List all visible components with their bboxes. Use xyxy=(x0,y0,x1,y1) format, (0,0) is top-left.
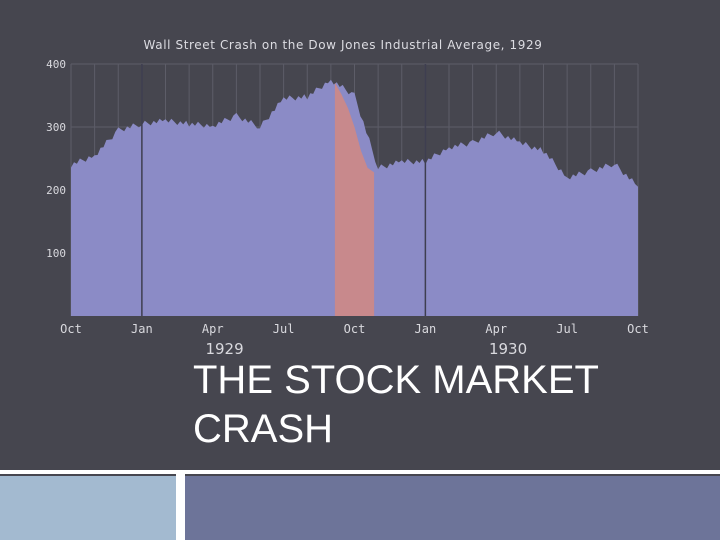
x-tick-label-6: Apr xyxy=(485,322,507,336)
footer-right-block xyxy=(185,476,720,540)
year-labels: 1929 1930 xyxy=(205,340,527,358)
x-tick-label-1: Jan xyxy=(131,322,153,336)
x-tick-label-2: Apr xyxy=(202,322,224,336)
crash-highlight xyxy=(334,82,375,317)
chart-svg: Wall Street Crash on the Dow Jones Indus… xyxy=(46,38,649,358)
y-tick-label-1: 200 xyxy=(46,184,66,197)
x-tick-label-5: Jan xyxy=(415,322,437,336)
y-tick-label-0: 100 xyxy=(46,247,66,260)
area-layer xyxy=(71,64,638,317)
footer-gap xyxy=(176,474,185,540)
year-label-1930: 1930 xyxy=(489,340,527,358)
slide-title-line-1: THE STOCK MARKET xyxy=(193,358,599,402)
slide-title-line-2: CRASH xyxy=(193,407,334,451)
x-tick-label-4: Oct xyxy=(344,322,366,336)
year-label-1929: 1929 xyxy=(205,340,243,358)
y-axis: 100 200 300 400 xyxy=(46,58,66,260)
x-tick-label-7: Jul xyxy=(556,322,578,336)
slide-title: THE STOCK MARKET CRASH xyxy=(193,356,673,454)
y-tick-label-2: 300 xyxy=(46,121,66,134)
x-tick-label-3: Jul xyxy=(273,322,295,336)
x-tick-label-8: Oct xyxy=(627,322,649,336)
dow-jones-chart: Wall Street Crash on the Dow Jones Indus… xyxy=(46,38,649,358)
chart-title: Wall Street Crash on the Dow Jones Indus… xyxy=(144,38,543,52)
x-axis: Oct Jan Apr Jul Oct Jan Apr Jul Oct xyxy=(60,322,649,336)
footer-divider xyxy=(0,470,720,474)
x-tick-label-0: Oct xyxy=(60,322,82,336)
y-tick-label-3: 400 xyxy=(46,58,66,71)
footer-left-block xyxy=(0,476,176,540)
